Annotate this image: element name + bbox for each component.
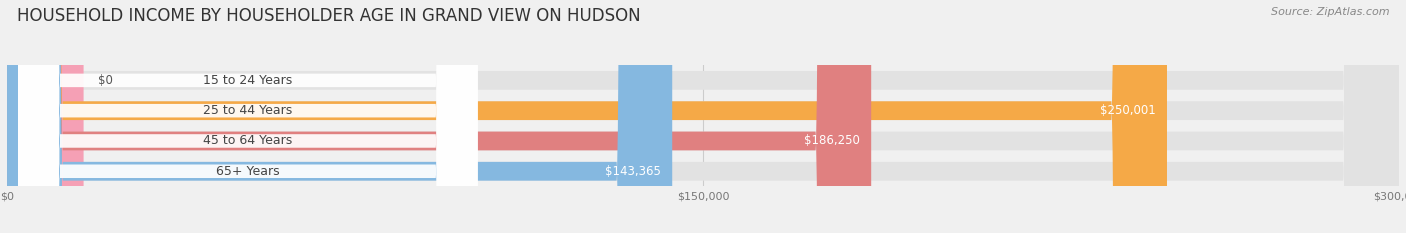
FancyBboxPatch shape [18,0,478,233]
Text: 15 to 24 Years: 15 to 24 Years [204,74,292,87]
FancyBboxPatch shape [7,0,672,233]
Text: 65+ Years: 65+ Years [217,165,280,178]
Text: HOUSEHOLD INCOME BY HOUSEHOLDER AGE IN GRAND VIEW ON HUDSON: HOUSEHOLD INCOME BY HOUSEHOLDER AGE IN G… [17,7,641,25]
FancyBboxPatch shape [7,0,83,233]
FancyBboxPatch shape [7,0,1399,233]
Text: $250,001: $250,001 [1099,104,1156,117]
FancyBboxPatch shape [7,0,1167,233]
FancyBboxPatch shape [7,0,872,233]
Text: $186,250: $186,250 [804,134,860,147]
Text: $143,365: $143,365 [605,165,661,178]
FancyBboxPatch shape [7,0,1399,233]
Text: 45 to 64 Years: 45 to 64 Years [204,134,292,147]
Text: Source: ZipAtlas.com: Source: ZipAtlas.com [1271,7,1389,17]
FancyBboxPatch shape [18,0,478,233]
Text: 25 to 44 Years: 25 to 44 Years [204,104,292,117]
FancyBboxPatch shape [7,0,1399,233]
Text: $0: $0 [97,74,112,87]
FancyBboxPatch shape [7,0,1399,233]
FancyBboxPatch shape [18,0,478,233]
FancyBboxPatch shape [18,0,478,233]
